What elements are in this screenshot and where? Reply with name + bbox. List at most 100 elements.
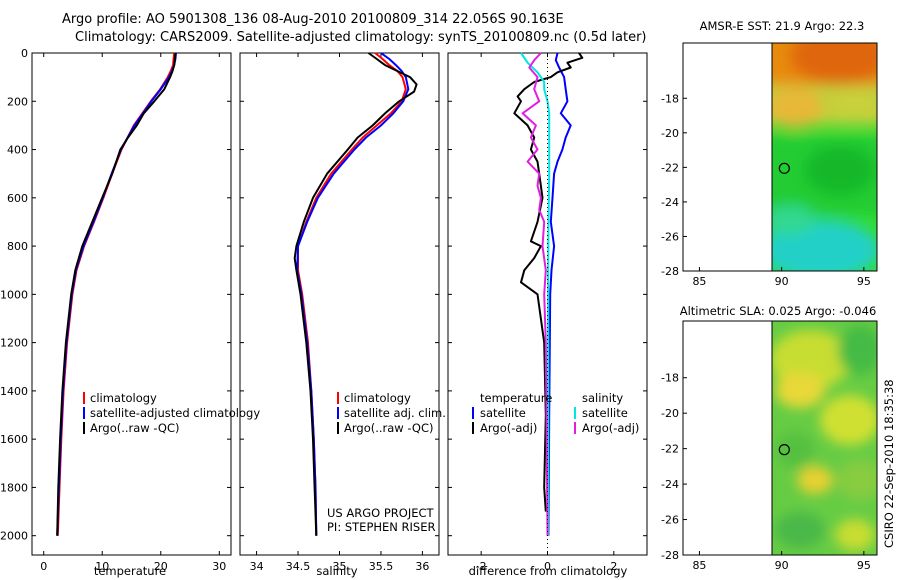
series-line-satellite-adjusted-climatology [56, 52, 177, 536]
sla-yellow-patch-5 [835, 519, 875, 551]
sla-green-patch-4 [775, 512, 825, 548]
difference-axes: -2 0 2 [448, 52, 647, 573]
series-line-salinity-satellite [520, 52, 551, 536]
map-y-tick-label: -22 [661, 161, 679, 174]
x-tick-label: 0 [40, 560, 47, 573]
sla-yellow-patch-4 [797, 466, 833, 494]
series-line-argo-raw-qc- [293, 52, 418, 536]
sla-yellow-patch-2 [775, 372, 825, 408]
x-tick-label: -2 [476, 560, 487, 573]
legend-label-satellite: satellite adj. clim. [344, 406, 446, 420]
y-tick-label: 1400 [0, 385, 28, 398]
map-x-tick-label: 85 [692, 559, 706, 572]
sla-green-patch-3 [838, 460, 877, 500]
map-y-tick-label: -22 [661, 443, 679, 456]
legend-heading-salinity: salinity [582, 391, 623, 405]
series-line-salinity-argo-adj- [521, 52, 549, 536]
sst-map-axes: 85 90 95 -18 -20 -22 -24 -26 -28 [661, 92, 871, 288]
sla-map-title: Altimetric SLA: 0.025 Argo: -0.046 [680, 304, 877, 318]
figure-title-line-1: Argo profile: AO 5901308_136 08-Aug-2010… [62, 12, 564, 27]
figure-title-line-2: Climatology: CARS2009. Satellite-adjuste… [75, 30, 647, 45]
legend-label-satellite: satellite-adjusted climatology [90, 406, 260, 420]
sla-map-field [772, 321, 877, 555]
temperature-axes: 0 10 20 30 0 200 400 600 800 1000 1200 1400 1600 1800… [0, 47, 231, 573]
y-tick-label: 2000 [0, 530, 28, 543]
legend-label-sal-satellite: satellite [582, 406, 628, 420]
map-y-tick-label: -20 [661, 407, 679, 420]
y-tick-label: 400 [7, 144, 28, 157]
x-tick-label: 35 [333, 560, 347, 573]
x-tick-label: 35.5 [369, 560, 394, 573]
y-tick-label: 1200 [0, 337, 28, 350]
credit-pi: PI: STEPHEN RISER [327, 520, 436, 534]
map-x-tick-label: 95 [857, 275, 871, 288]
difference-legend: temperature satellite Argo(-adj) salinit… [472, 391, 639, 435]
salinity-xlabel: salinity [316, 564, 357, 578]
sst-map-frame [682, 42, 878, 272]
sst-argo-location-marker [778, 162, 790, 174]
salinity-panel-frame [239, 52, 440, 556]
sla-green-patch-1 [838, 325, 877, 375]
legend-label-argo: Argo(..raw -QC) [90, 421, 180, 435]
sst-map-field [772, 43, 877, 271]
y-tick-label: 600 [7, 192, 28, 205]
series-line-climatology [56, 52, 176, 536]
map-y-tick-label: -24 [661, 478, 679, 491]
map-y-tick-label: -24 [661, 196, 679, 209]
profile-lines [56, 52, 584, 536]
sla-map-frame [682, 320, 878, 556]
sst-green-core [805, 145, 875, 195]
x-tick-label: 10 [95, 560, 109, 573]
sst-map-title: AMSR-E SST: 21.9 Argo: 22.3 [700, 19, 865, 33]
series-line-argo-raw-qc- [56, 52, 177, 536]
legend-label-climatology: climatology [344, 391, 411, 405]
difference-xlabel: difference from climatology [469, 564, 628, 578]
sla-green-patch-2 [775, 432, 815, 468]
x-tick-label: 34.5 [286, 560, 311, 573]
series-line-temperature-satellite [547, 52, 572, 536]
x-tick-label: 0 [544, 560, 551, 573]
legend-label-sal-argo: Argo(-adj) [582, 421, 639, 435]
x-tick-label: 36 [415, 560, 429, 573]
x-tick-label: 20 [154, 560, 168, 573]
map-x-tick-label: 90 [775, 275, 789, 288]
y-tick-label: 200 [7, 95, 28, 108]
legend-label-temp-argo: Argo(-adj) [480, 421, 537, 435]
series-line-temperature-argo-adj- [513, 52, 584, 512]
y-tick-label: 1800 [0, 481, 28, 494]
sla-argo-location-marker [778, 444, 790, 456]
sst-warm-core [790, 43, 877, 85]
map-y-tick-label: -20 [661, 127, 679, 140]
salinity-legend: climatology satellite adj. clim. Argo(..… [337, 391, 446, 435]
temperature-xlabel: temperature [94, 564, 166, 578]
sst-yellow-green-patch [830, 87, 877, 123]
x-tick-label: 30 [212, 560, 226, 573]
map-y-tick-label: -18 [661, 92, 679, 105]
timestamp: CSIRO 22-Sep-2010 18:35:38 [882, 379, 896, 548]
map-y-tick-label: -18 [661, 372, 679, 385]
temperature-panel-frame [31, 52, 232, 556]
x-tick-label: 34 [250, 560, 264, 573]
map-y-tick-label: -28 [661, 549, 679, 562]
legend-label-temp-satellite: satellite [480, 406, 526, 420]
y-tick-label: 1000 [0, 288, 28, 301]
sst-teal-patch [772, 205, 815, 235]
y-tick-label: 1600 [0, 433, 28, 446]
legend-label-climatology: climatology [90, 391, 157, 405]
credit-project: US ARGO PROJECT [327, 506, 435, 520]
sla-map-axes: 85 90 95 -18 -20 -22 -24 -26 -28 [661, 372, 871, 572]
map-y-tick-label: -28 [661, 265, 679, 278]
temperature-legend: climatology satellite-adjusted climatolo… [83, 391, 260, 435]
sla-yellow-patch-3 [820, 395, 877, 445]
map-x-tick-label: 90 [775, 559, 789, 572]
salinity-axes: 34 34.5 35 35.5 36 [240, 52, 439, 573]
y-tick-label: 0 [21, 47, 28, 60]
y-tick-label: 800 [7, 240, 28, 253]
sst-yellow-patch [772, 88, 823, 128]
map-x-tick-label: 95 [857, 559, 871, 572]
map-y-tick-label: -26 [661, 230, 679, 243]
map-y-tick-label: -26 [661, 514, 679, 527]
map-x-tick-label: 85 [692, 275, 706, 288]
legend-heading-temperature: temperature [480, 391, 552, 405]
